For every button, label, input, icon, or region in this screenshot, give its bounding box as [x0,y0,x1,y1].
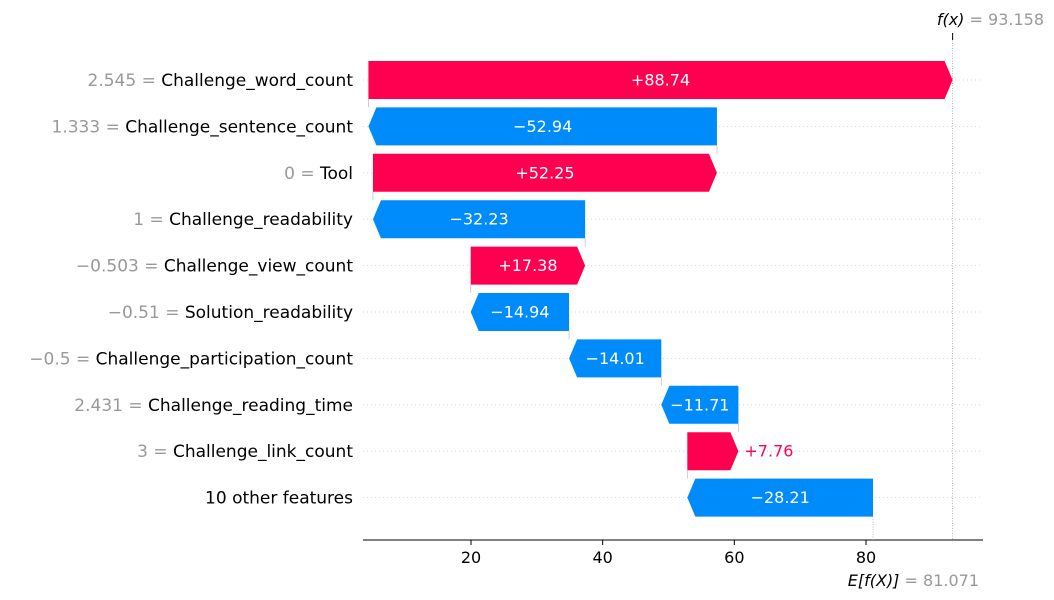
feature-value: 0 = [284,164,320,184]
feature-label: −0.5 = Challenge_participation_count [29,349,353,369]
fx-label: f(x) [937,10,965,29]
feature-label: 2.545 = Challenge_word_count [88,71,354,91]
feature-label: 3 = Challenge_link_count [137,442,353,462]
feature-labels: 2.545 = Challenge_word_count 1.333 = Chal… [29,71,353,509]
contribution-bar [687,478,874,517]
feature-value: 1.333 = [52,117,126,137]
feature-value: −0.5 = [29,349,95,369]
feature-label: 1.333 = Challenge_sentence_count [52,117,354,137]
feature-value: 3 = [137,442,173,462]
feature-label: 2.431 = Challenge_reading_time [74,396,353,416]
contribution-label: −32.23 [449,210,508,229]
x-axis-ticks: 20 40 60 80 [461,540,876,567]
contribution-bar [470,246,586,285]
contribution-label: −52.94 [513,117,572,136]
contribution-bar [661,385,739,424]
contribution-label: +52.25 [515,163,574,182]
contribution-label: −28.21 [751,488,810,507]
contribution-label: +17.38 [498,256,557,275]
feature-name: Challenge_view_count [164,257,353,277]
x-tick-label: 40 [592,548,612,567]
feature-name: Solution_readability [185,303,353,323]
x-tick-label: 80 [856,548,876,567]
feature-value: −0.503 = [76,257,164,277]
contribution-label: −14.01 [586,349,645,368]
feature-value: 1 = [133,210,169,230]
contribution-bars: +88.74 −52.94 +52.25 −32.23 +17.38 −14.94 −14.… [368,61,953,517]
feature-name: Challenge_sentence_count [125,117,353,137]
feature-name: Challenge_reading_time [148,396,353,416]
feature-value: 2.431 = [74,396,148,416]
fx-value: = 93.158 [970,10,1044,29]
feature-label: −0.503 = Challenge_view_count [76,257,353,277]
feature-label: 0 = Tool [284,164,353,184]
contribution-bar [470,293,570,331]
feature-label: 1 = Challenge_readability [133,210,353,230]
base-label: E[f(X)] [848,571,900,590]
contribution-bar [372,153,717,192]
contribution-bar [368,61,953,99]
contribution-label: +88.74 [631,71,690,90]
x-tick-label: 60 [724,548,744,567]
feature-label: 10 other features [205,489,353,509]
contribution-bar [372,200,586,239]
contribution-bar [368,107,717,146]
feature-name: Challenge_word_count [161,71,353,91]
contribution-bar [687,432,739,471]
contribution-label: −14.94 [490,303,549,322]
base-annotation: E[f(X)] = 81.071 [848,571,979,590]
contribution-label: +7.76 [744,442,793,461]
contribution-bar [569,339,662,378]
feature-name: 10 other features [205,489,353,509]
feature-name: Challenge_participation_count [96,349,354,369]
feature-value: 2.545 = [88,71,162,91]
feature-label: −0.51 = Solution_readability [108,303,353,323]
feature-name: Challenge_readability [169,210,353,230]
feature-value: −0.51 = [108,303,185,323]
base-value: = 81.071 [905,571,979,590]
feature-name: Challenge_link_count [173,442,353,462]
fx-annotation: f(x) = 93.158 [937,10,1044,29]
feature-name: Tool [319,164,353,184]
x-tick-label: 20 [461,548,481,567]
contribution-label: −11.71 [670,395,729,414]
